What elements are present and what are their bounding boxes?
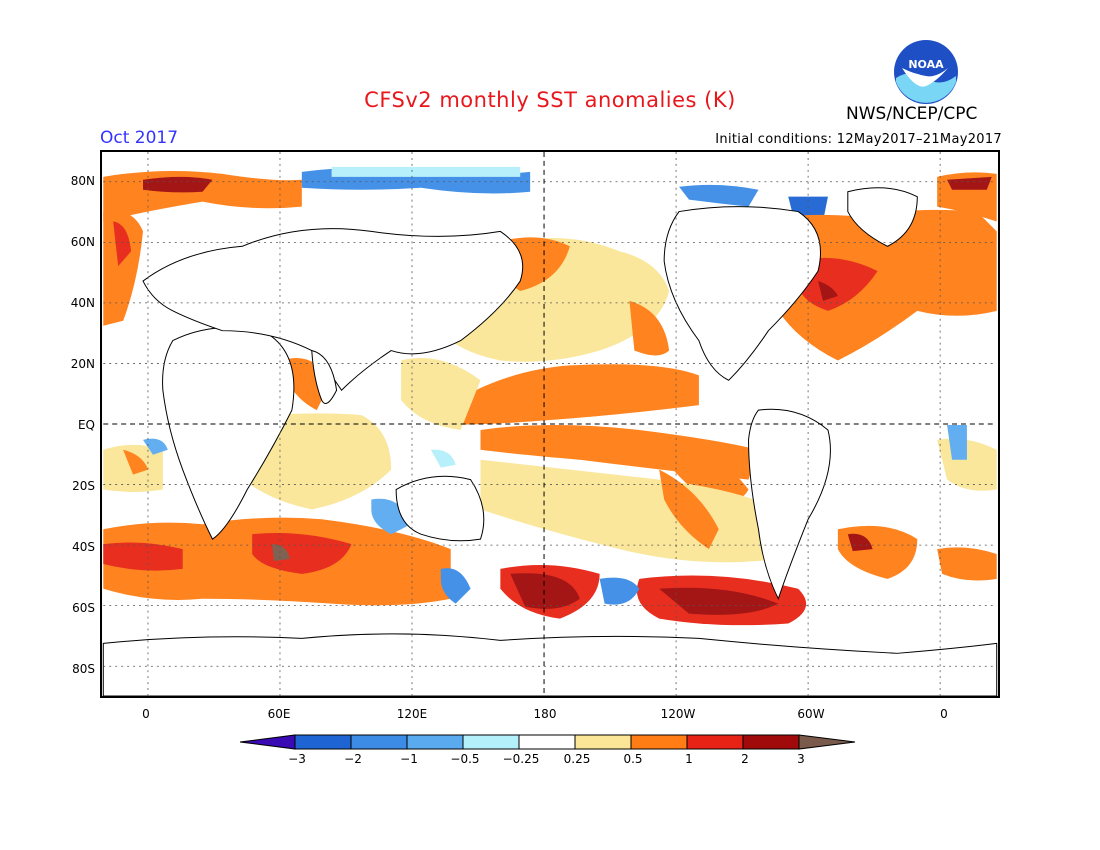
sst-anomaly-map [100,150,1000,698]
coastlines [102,187,998,696]
lat-label: 80S [72,662,95,676]
initial-conditions: Initial conditions: 12May2017–21May2017 [715,132,1002,147]
colorbar-label: −1 [400,752,418,766]
colorbar-label: −0.25 [502,752,540,766]
lon-label: 120W [660,707,696,721]
lat-label: 20N [70,357,95,371]
lat-label: 20S [72,479,95,493]
colorbar [240,734,856,750]
lat-label: 60S [72,601,95,615]
svg-text:NOAA: NOAA [908,58,944,71]
colorbar-label: 1 [685,752,693,766]
colorbar-cell [686,734,744,750]
colorbar-label: −0.5 [450,752,480,766]
lat-label: 60N [70,235,95,249]
lat-label: EQ [77,418,95,432]
colorbar-arrow-low [240,734,296,750]
colorbar-label: 0.25 [563,752,591,766]
lon-label: 0 [940,707,948,721]
agency-label: NWS/NCEP/CPC [846,104,978,124]
colorbar-cell [462,734,520,750]
colorbar-cell [350,734,408,750]
colorbar-label: 3 [797,752,805,766]
colorbar-label: 0.5 [623,752,643,766]
valid-month: Oct 2017 [100,128,179,148]
colorbar-cell [406,734,464,750]
colorbar-cell [742,734,800,750]
colorbar-arrow-high [798,734,856,750]
colorbar-cell [294,734,352,750]
colorbar-label: 2 [741,752,749,766]
map-title: CFSv2 monthly SST anomalies (K) [364,88,736,112]
lon-label: 120E [396,707,428,721]
lon-label: 60W [797,707,825,721]
colorbar-label: −2 [344,752,362,766]
lat-label: 40S [72,540,95,554]
noaa-logo: NOAA [894,40,958,104]
reference-lines [103,152,997,696]
colorbar-cell [518,734,576,750]
anomaly-field [103,166,997,626]
lon-label: 60E [267,707,291,721]
lat-label: 80N [70,174,95,188]
lon-label: 0 [142,707,150,721]
graticule [103,152,997,696]
colorbar-label: −3 [288,752,306,766]
lon-label: 180 [533,707,557,721]
lat-label: 40N [70,296,95,310]
colorbar-cell [630,734,688,750]
colorbar-cell [574,734,632,750]
